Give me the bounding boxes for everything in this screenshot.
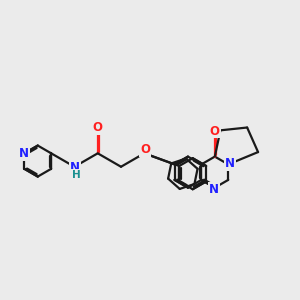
Text: N: N [19, 147, 29, 160]
Text: H: H [72, 170, 81, 180]
Text: N: N [209, 183, 219, 196]
Text: N: N [225, 157, 235, 170]
Text: O: O [93, 121, 103, 134]
Text: O: O [140, 143, 150, 156]
Text: N: N [70, 161, 80, 174]
Text: O: O [210, 124, 220, 137]
